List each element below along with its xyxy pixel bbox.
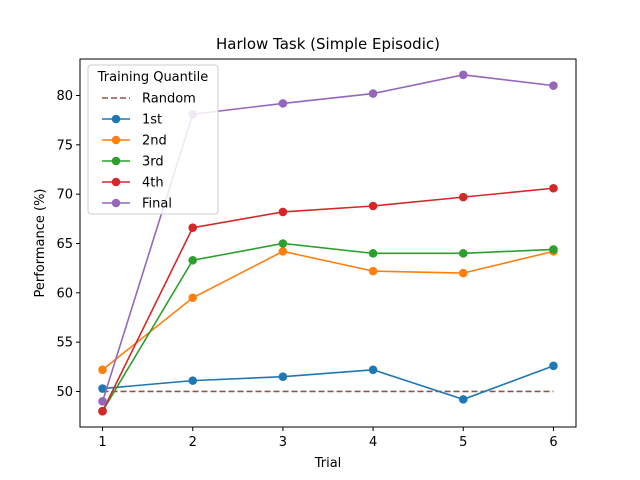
data-point-1st <box>549 361 558 371</box>
x-tick-label: 2 <box>189 435 197 450</box>
data-point-4th <box>368 201 378 211</box>
data-point-4th <box>188 223 198 233</box>
y-tick-label: 80 <box>56 89 73 104</box>
y-axis-label: Performance (%) <box>33 188 48 297</box>
legend-label-4th: 4th <box>142 176 164 191</box>
legend-box <box>87 64 219 215</box>
data-point-4th <box>549 183 558 193</box>
legend-label-2nd: 2nd <box>142 134 167 149</box>
legend-handle-marker-3rd <box>111 156 121 166</box>
x-axis-label: Trial <box>314 456 342 471</box>
data-point-final <box>549 81 558 90</box>
y-tick-label: 65 <box>56 237 73 252</box>
data-point-3rd <box>278 239 288 248</box>
legend-handle-marker-4th <box>111 177 121 187</box>
data-point-4th <box>98 406 107 416</box>
data-point-2nd <box>278 247 288 256</box>
x-tick-label: 1 <box>98 435 106 450</box>
data-point-final <box>98 397 107 406</box>
series-line-3rd <box>101 242 554 412</box>
data-point-final <box>278 99 288 108</box>
legend-label-3rd: 3rd <box>142 155 164 170</box>
legend-label-final: Final <box>142 197 172 212</box>
data-point-1st <box>98 384 107 393</box>
y-tick-label: 60 <box>56 286 73 301</box>
data-point-1st <box>188 376 198 385</box>
data-point-2nd <box>98 365 107 375</box>
y-tick-label: 50 <box>56 385 73 400</box>
y-tick-label: 55 <box>56 336 73 351</box>
plot-area: 1 2 3 4 5 6 50 55 60 65 70 75 80 <box>56 58 577 450</box>
data-point-3rd <box>368 249 378 258</box>
series-line-1st <box>102 365 554 401</box>
chart-title: Harlow Task (Simple Episodic) <box>216 35 440 53</box>
y-tick-label: 75 <box>56 138 73 153</box>
legend-title: Training Quantile <box>97 70 208 85</box>
y-tick-label: 70 <box>56 188 73 203</box>
x-tick-label: 4 <box>369 435 377 450</box>
legend-handle-marker-final <box>111 198 121 208</box>
data-point-2nd <box>368 266 378 276</box>
data-point-4th <box>278 207 288 217</box>
data-point-final <box>458 70 468 80</box>
data-point-3rd <box>549 245 558 254</box>
data-point-1st <box>368 365 378 375</box>
legend-label-1st: 1st <box>142 113 162 128</box>
x-tick-label: 3 <box>279 435 287 450</box>
data-point-3rd <box>188 255 198 265</box>
data-point-4th <box>458 192 468 202</box>
series-line-4th <box>101 187 554 412</box>
data-point-2nd <box>458 268 468 278</box>
x-tick-label: 5 <box>459 435 467 450</box>
data-point-3rd <box>458 249 468 258</box>
series-line-2nd <box>102 250 554 371</box>
legend-handle-marker-1st <box>111 114 121 124</box>
legend-label-random: Random <box>142 92 196 107</box>
legend-handle-marker-2nd <box>111 135 121 145</box>
data-point-1st <box>458 395 468 404</box>
data-point-1st <box>278 372 288 381</box>
data-point-final <box>368 89 378 98</box>
data-point-2nd <box>188 293 198 303</box>
legend: Training Quantile Random 1st 2nd 3rd 4th Final <box>87 64 219 215</box>
x-tick-label: 6 <box>549 435 557 450</box>
